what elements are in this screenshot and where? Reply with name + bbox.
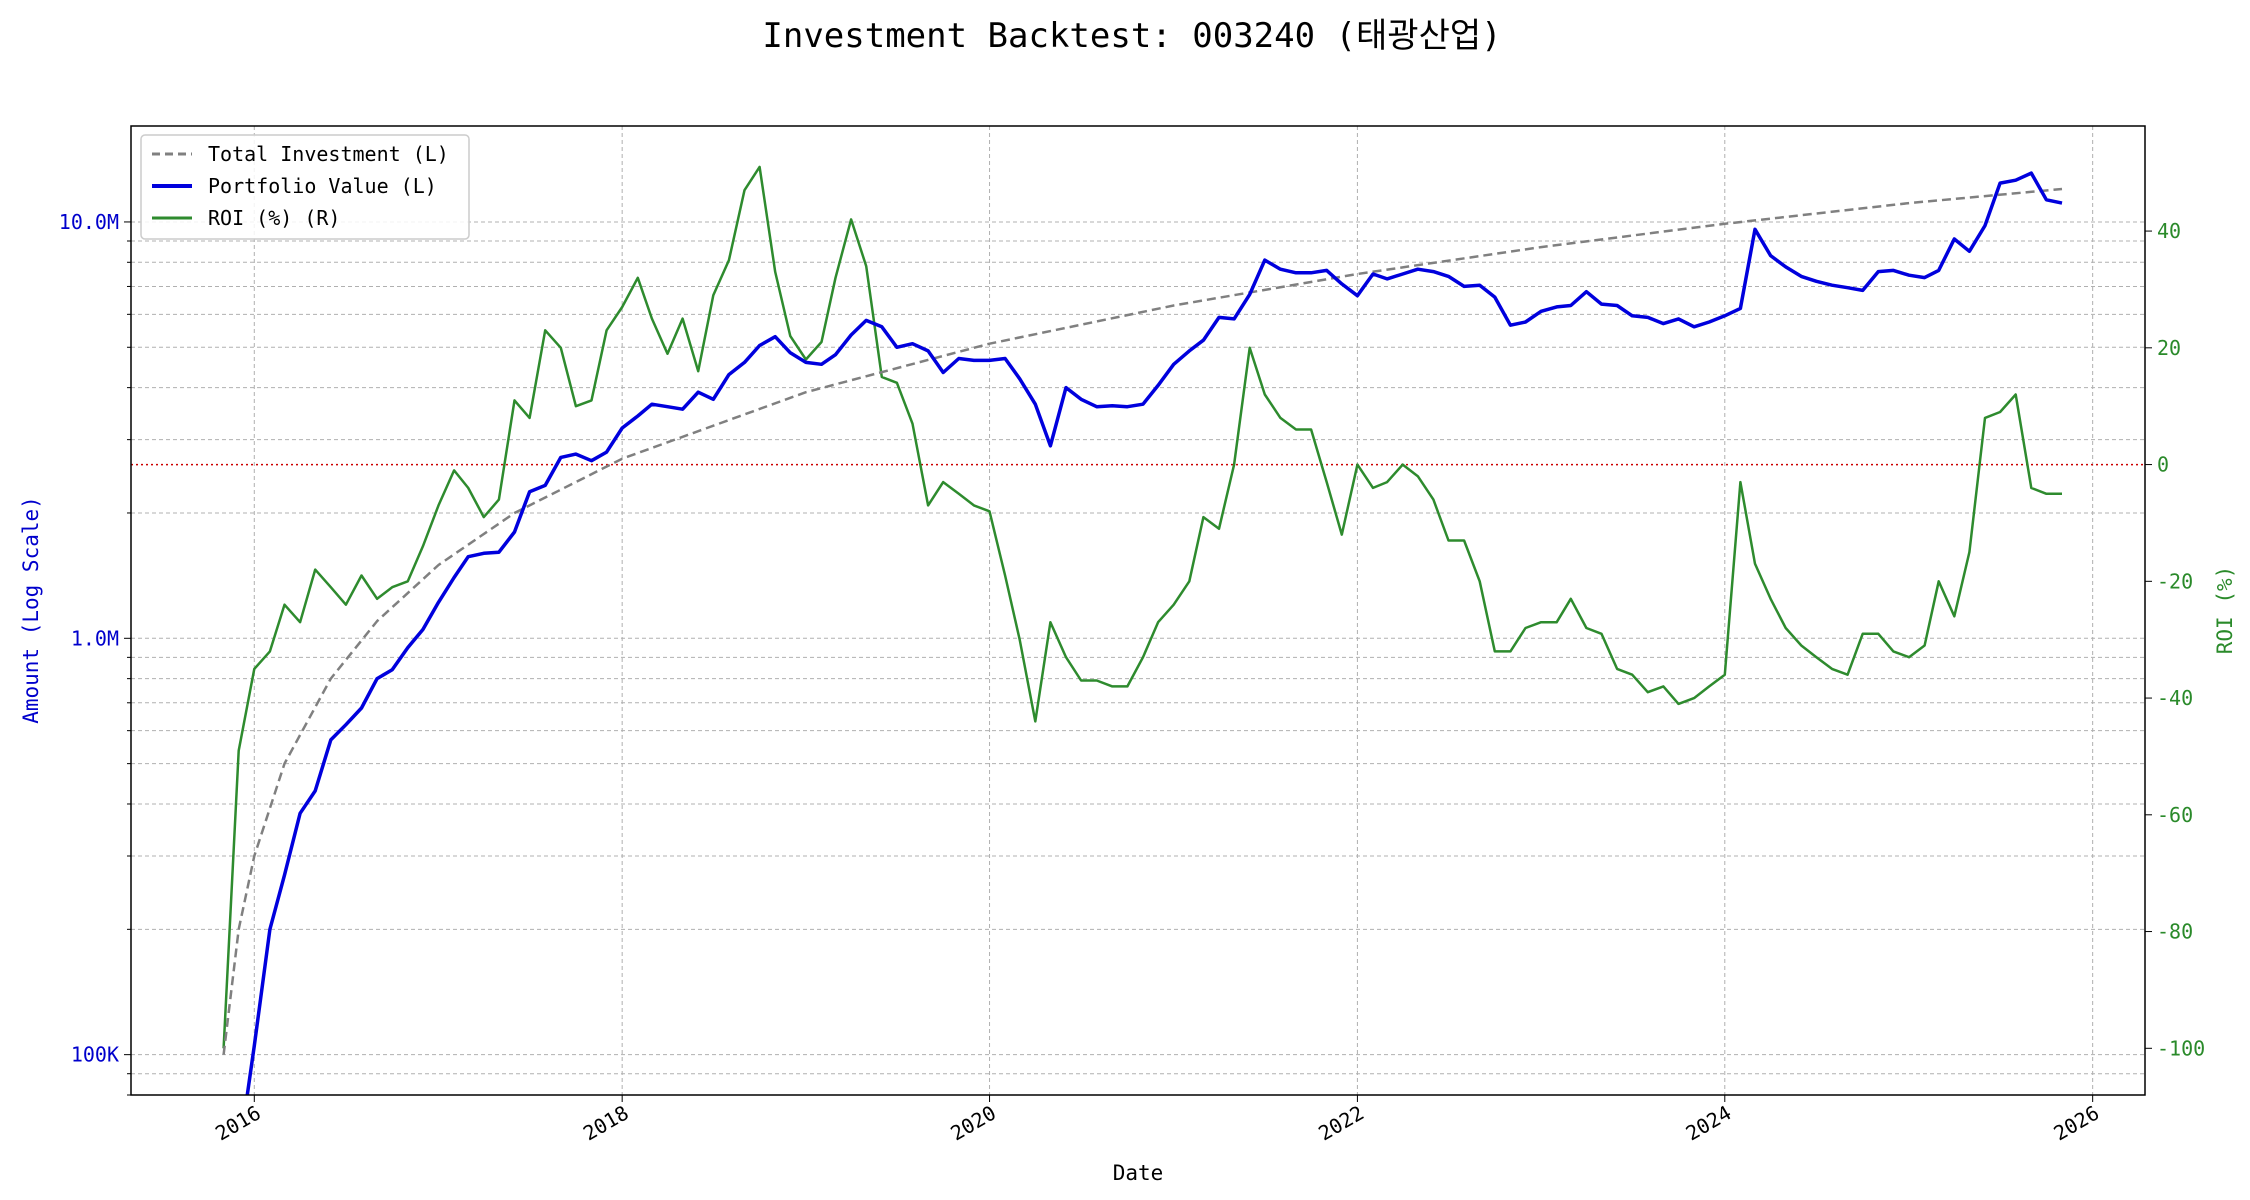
right-tick-label: 20 <box>2157 336 2181 360</box>
legend-box <box>140 134 470 240</box>
right-tick-label: 40 <box>2157 219 2181 243</box>
right-tick-label: -80 <box>2157 920 2193 944</box>
chart-title: Investment Backtest: 003240 (태광산업) <box>762 16 1501 56</box>
right-tick-label: -100 <box>2157 1036 2205 1060</box>
legend-label-portfolio-value: Portfolio Value (L) <box>208 174 437 198</box>
roi-line <box>222 165 2062 1049</box>
left-tick-label: 10.0M <box>59 210 119 234</box>
plot-area-frame <box>130 125 2146 1096</box>
x-axis-title: Date <box>1113 1161 1164 1185</box>
series-lines <box>222 165 2063 1095</box>
right-tick-label: -40 <box>2157 686 2193 710</box>
right-tick-label: -60 <box>2157 803 2193 827</box>
portfolio-value-line <box>245 171 2063 1095</box>
total-investment-line <box>222 187 2063 1055</box>
left-axis-title: Amount (Log Scale) <box>19 496 43 724</box>
right-axis-title: ROI (%) <box>2213 566 2237 655</box>
right-tick-label: -20 <box>2157 569 2193 593</box>
legend: Total Investment (L) Portfolio Value (L)… <box>140 134 470 240</box>
right-tick-label: 0 <box>2157 453 2169 477</box>
left-tick-label: 100K <box>71 1043 119 1067</box>
left-axis: 100K 1.0M 10.0M <box>59 210 131 1096</box>
left-tick-label: 1.0M <box>71 626 119 650</box>
grid-lines <box>131 126 2145 1096</box>
legend-label-total-investment: Total Investment (L) <box>208 142 449 166</box>
right-axis: -100 -80 -60 -40 -20 0 20 40 <box>2145 219 2205 1060</box>
legend-label-roi: ROI (%) (R) <box>208 206 340 230</box>
